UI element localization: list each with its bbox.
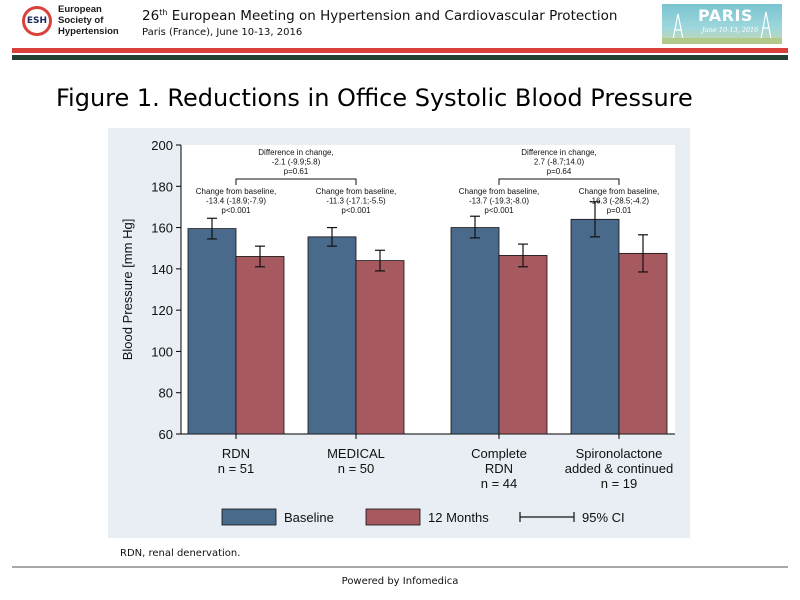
change-annotation: p=0.01 bbox=[607, 206, 632, 215]
figure-title: Figure 1. Reductions in Office Systolic … bbox=[56, 84, 693, 112]
x-tick-label: n = 19 bbox=[601, 476, 638, 491]
change-annotation: Change from baseline, bbox=[196, 187, 277, 196]
x-tick-label: MEDICAL bbox=[327, 446, 385, 461]
bar-baseline bbox=[307, 236, 357, 435]
badge-title: PARIS bbox=[698, 6, 753, 25]
y-tick-label: 200 bbox=[151, 138, 173, 153]
footnote: RDN, renal denervation. bbox=[120, 548, 241, 559]
ci-bar-icon bbox=[519, 512, 575, 522]
x-tick-label: n = 51 bbox=[218, 461, 255, 476]
change-annotation: -16.3 (-28.5;-4.2) bbox=[589, 197, 649, 206]
header-rule-red bbox=[12, 48, 788, 53]
change-annotation: -13.7 (-19.3;-8.0) bbox=[469, 197, 529, 206]
difference-annotation: -2.1 (-9.9;5.8) bbox=[272, 158, 321, 167]
y-tick-label: 120 bbox=[151, 303, 173, 318]
bar-12-months bbox=[235, 256, 285, 435]
legend-label-12-months: 12 Months bbox=[428, 510, 489, 525]
change-annotation: p<0.001 bbox=[484, 206, 514, 215]
y-tick-label: 80 bbox=[159, 386, 173, 401]
bar-baseline bbox=[570, 218, 620, 435]
conference-subtitle: Paris (France), June 10-13, 2016 bbox=[142, 27, 303, 38]
bar-baseline bbox=[187, 228, 237, 435]
legend-swatch-baseline bbox=[221, 508, 277, 526]
bar-chart: 60 80 100 120 140 160 180 200 Blood Pressure [mm… bbox=[120, 138, 675, 526]
legend-swatch-12-months bbox=[365, 508, 421, 526]
bar-12-months bbox=[355, 260, 405, 435]
header-rule-dark bbox=[12, 55, 788, 60]
x-tick-label: Spironolactone bbox=[576, 446, 663, 461]
footer-rule bbox=[12, 566, 788, 568]
paris-eiffel-icon bbox=[662, 11, 782, 44]
y-tick-label: 160 bbox=[151, 221, 173, 236]
difference-annotation: 2.7 (-8.7;14.0) bbox=[534, 158, 585, 167]
y-tick-label: 140 bbox=[151, 262, 173, 277]
x-tick-label: n = 44 bbox=[481, 476, 518, 491]
difference-annotation: p=0.61 bbox=[284, 167, 309, 176]
change-annotation: -13.4 (-18.9;-7.9) bbox=[206, 197, 266, 206]
paris-badge: PARIS June 10-13, 2016 bbox=[662, 4, 782, 44]
bar-12-months bbox=[618, 252, 668, 435]
change-annotation: Change from baseline, bbox=[459, 187, 540, 196]
x-tick-label: RDN bbox=[485, 461, 513, 476]
difference-bracket bbox=[235, 178, 357, 185]
change-annotation: Change from baseline, bbox=[316, 187, 397, 196]
x-tick-label: RDN bbox=[222, 446, 250, 461]
y-tick-label: 100 bbox=[151, 344, 173, 359]
difference-annotation: Difference in change, bbox=[258, 148, 333, 157]
x-tick-label: n = 50 bbox=[338, 461, 375, 476]
y-axis-label: Blood Pressure [mm Hg] bbox=[120, 219, 135, 361]
slide-header: ESH European Society of Hypertension 26t… bbox=[0, 0, 800, 62]
difference-annotation: p=0.64 bbox=[547, 167, 572, 176]
x-tick-label: Complete bbox=[471, 446, 527, 461]
legend-label-baseline: Baseline bbox=[284, 510, 334, 525]
bar-baseline bbox=[450, 227, 500, 435]
badge-date: June 10-13, 2016 bbox=[702, 26, 759, 34]
difference-annotation: Difference in change, bbox=[521, 148, 596, 157]
footer-text: Powered by Infomedica bbox=[341, 576, 459, 587]
y-tick-label: 180 bbox=[151, 179, 173, 194]
esh-logo: ESH European Society of Hypertension bbox=[20, 4, 135, 44]
change-annotation: Change from baseline, bbox=[579, 187, 660, 196]
change-annotation: p<0.001 bbox=[221, 206, 251, 215]
y-tick-label: 60 bbox=[159, 427, 173, 442]
x-tick-label: added & continued bbox=[565, 461, 673, 476]
legend-label-ci: 95% CI bbox=[582, 510, 625, 525]
difference-bracket bbox=[498, 178, 620, 185]
esh-logo-icon: ESH bbox=[22, 6, 52, 36]
chart-panel: 60 80 100 120 140 160 180 200 Blood Pressure [mm… bbox=[108, 128, 690, 538]
bar-12-months bbox=[498, 255, 548, 435]
change-annotation: p<0.001 bbox=[341, 206, 371, 215]
esh-logo-text: European Society of Hypertension bbox=[58, 4, 119, 37]
conference-title: 26th European Meeting on Hypertension an… bbox=[142, 8, 618, 24]
change-annotation: -11.3 (-17.1;-5.5) bbox=[326, 197, 386, 206]
